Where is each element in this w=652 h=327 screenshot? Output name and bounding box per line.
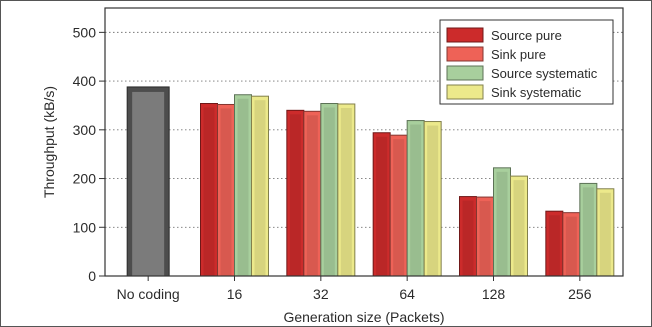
bar-inner-sink-pure-16 bbox=[220, 108, 232, 276]
y-tick-label-200: 200 bbox=[73, 171, 97, 187]
bar-inner-source-pure-256 bbox=[548, 215, 560, 276]
legend-label-sink-pure: Sink pure bbox=[491, 47, 546, 62]
x-tick-label-2: 32 bbox=[313, 286, 329, 302]
bar-inner-source-pure-64 bbox=[376, 136, 388, 276]
bar-inner-sink-systematic-256 bbox=[599, 192, 611, 276]
bar-inner-sink-pure-64 bbox=[393, 139, 405, 276]
legend-label-source-systematic: Source systematic bbox=[491, 66, 598, 81]
bar-inner-sink-systematic-32 bbox=[340, 107, 352, 276]
bar-inner-sink-pure-256 bbox=[565, 216, 577, 276]
x-tick-label-0: No coding bbox=[117, 286, 180, 302]
bar-inner-sink-pure-32 bbox=[306, 115, 318, 276]
legend-swatch-sink-pure bbox=[446, 46, 484, 62]
bar-inner-source-systematic-64 bbox=[410, 124, 422, 276]
legend: Source pure Sink pure Source systematic Sin… bbox=[439, 19, 614, 105]
bar-inner-source-systematic-128 bbox=[496, 171, 508, 276]
legend-swatch-source-pure bbox=[446, 27, 484, 43]
legend-label-sink-systematic: Sink systematic bbox=[491, 85, 582, 100]
x-tick-label-1: 16 bbox=[227, 286, 243, 302]
x-tick-label-4: 128 bbox=[482, 286, 506, 302]
legend-swatch-source-systematic bbox=[446, 65, 484, 81]
bar-inner-sink-systematic-64 bbox=[427, 125, 439, 276]
y-tick-label-400: 400 bbox=[73, 73, 97, 89]
bar-inner-source-pure-16 bbox=[203, 107, 215, 276]
y-axis-label: Throughput (kB/s) bbox=[41, 86, 57, 198]
bar-inner-source-systematic-32 bbox=[323, 107, 335, 276]
y-tick-label-300: 300 bbox=[73, 122, 97, 138]
bars bbox=[126, 86, 615, 277]
legend-label-source-pure: Source pure bbox=[491, 28, 562, 43]
y-tick-label-500: 500 bbox=[73, 24, 97, 40]
bar-inner-source-systematic-256 bbox=[582, 187, 594, 276]
legend-swatch-sink-systematic bbox=[446, 84, 484, 100]
x-axis-label: Generation size (Packets) bbox=[283, 309, 444, 325]
bar-inner-source-pure-128 bbox=[462, 200, 474, 276]
plot-area bbox=[104, 7, 624, 277]
bar-inner-sink-systematic-16 bbox=[254, 100, 266, 276]
bar-inner-sink-pure-128 bbox=[479, 201, 491, 276]
y-tick-label-0: 0 bbox=[88, 268, 96, 284]
axis-ticks: 0 100 200 300 400 500 No coding 16 32 64 128 256 bbox=[73, 24, 592, 302]
bar-inner-source-pure-32 bbox=[289, 114, 301, 276]
bar-inner-sink-systematic-128 bbox=[513, 180, 525, 276]
x-tick-label-5: 256 bbox=[568, 286, 592, 302]
bar-inner-source-systematic-16 bbox=[237, 98, 249, 276]
y-tick-label-100: 100 bbox=[73, 219, 97, 235]
x-tick-label-3: 64 bbox=[399, 286, 415, 302]
bar-no-coding-inner bbox=[132, 91, 165, 277]
